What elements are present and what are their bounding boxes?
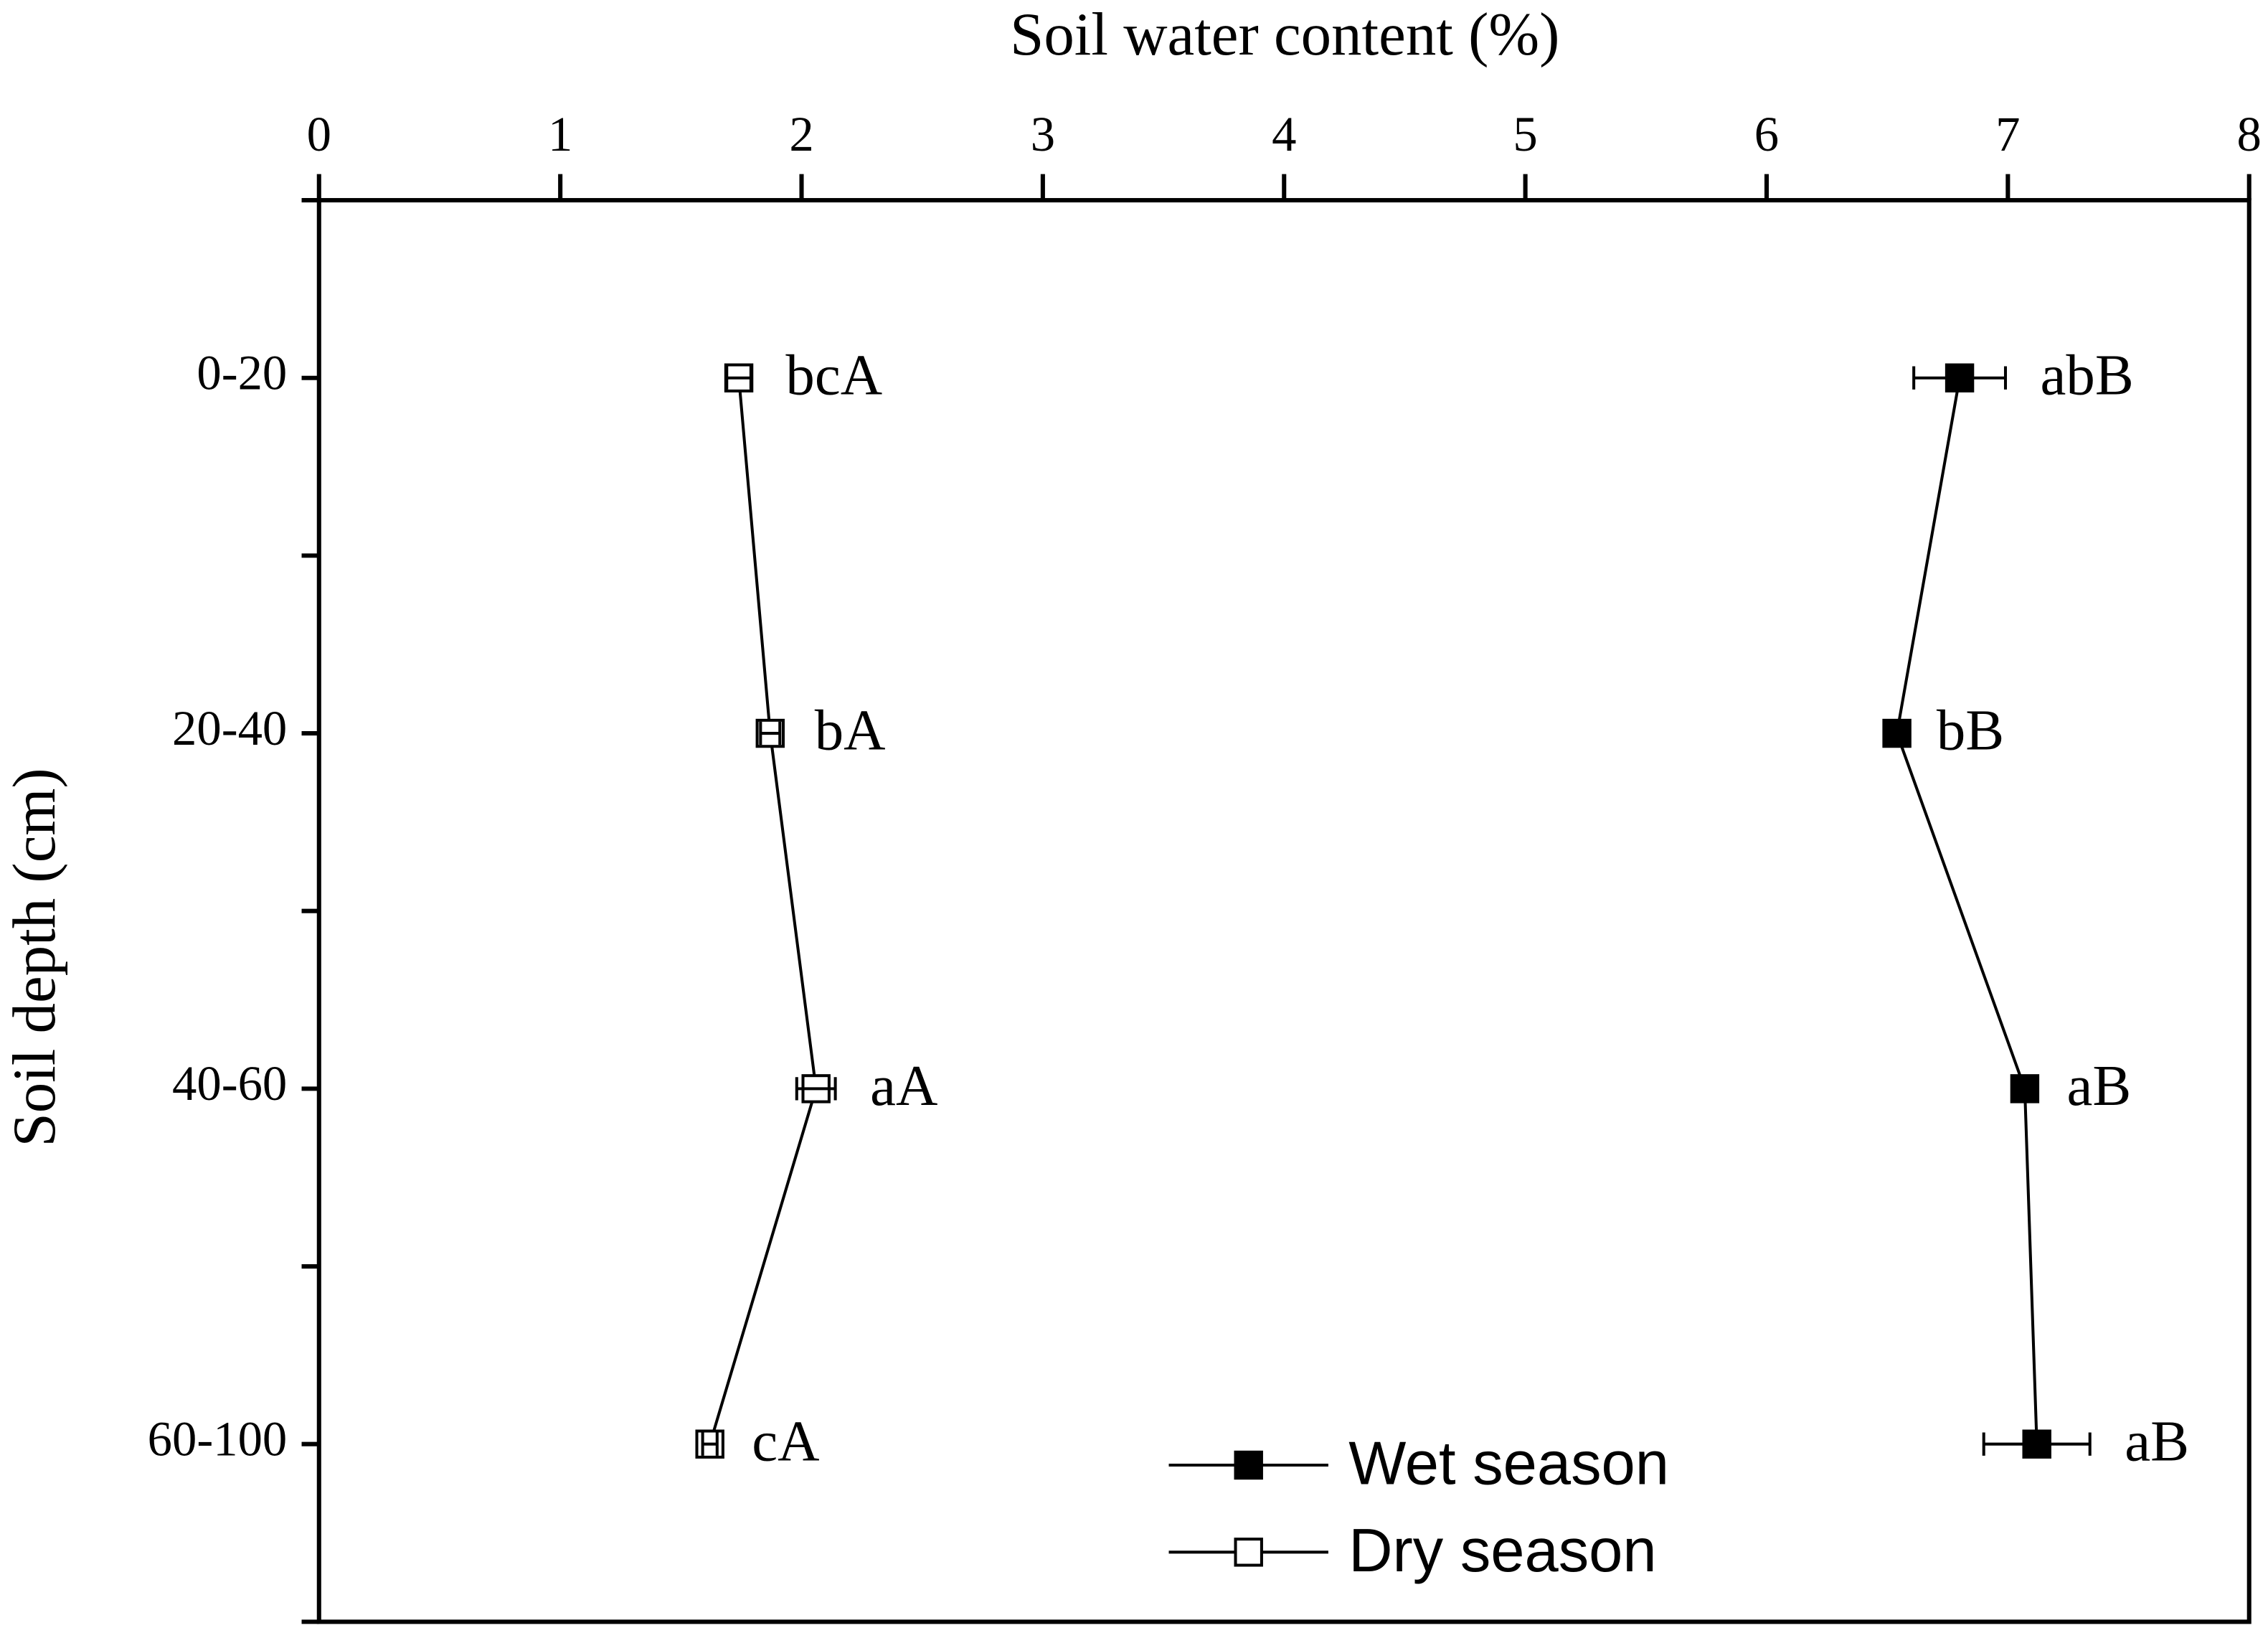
x-tick-label: 3 (1031, 107, 1055, 161)
y-tick-label: 20-40 (172, 701, 287, 756)
error-bar (795, 1077, 837, 1101)
data-point (695, 1429, 724, 1459)
legend-marker (1234, 1450, 1263, 1480)
error-bar (759, 721, 782, 745)
x-tick-label: 0 (307, 107, 331, 161)
x-tick-label: 1 (548, 107, 572, 161)
x-tick-label: 4 (1272, 107, 1296, 161)
point-label: aB (2067, 1054, 2132, 1118)
y-tick-label: 60-100 (148, 1411, 288, 1466)
error-bar (725, 366, 752, 390)
y-tick-label: 0-20 (197, 345, 287, 400)
data-point (2022, 1429, 2051, 1459)
point-label: aB (2125, 1409, 2189, 1473)
legend-label: Wet season (1348, 1429, 1669, 1497)
series-line (1895, 377, 2038, 1444)
y-axis-title: Soil depth (cm) (1, 768, 68, 1147)
point-label: bcA (785, 343, 882, 407)
x-tick-label: 5 (1513, 107, 1537, 161)
data-point (1882, 718, 1912, 748)
y-tick-label: 40-60 (172, 1056, 287, 1111)
legend-marker (1234, 1538, 1263, 1567)
chart-title: Soil water content (%) (1010, 1, 1559, 68)
data-point (1945, 363, 1975, 392)
point-label: cA (752, 1409, 819, 1473)
point-label: bB (1937, 699, 2004, 763)
point-label: abB (2041, 343, 2134, 407)
x-tick-label: 8 (2237, 107, 2262, 161)
x-tick-label: 6 (1754, 107, 1779, 161)
series-line (708, 377, 818, 1445)
point-label: aA (870, 1054, 937, 1118)
x-tick-label: 7 (1995, 107, 2020, 161)
data-point (2010, 1074, 2040, 1103)
x-tick-label: 2 (789, 107, 813, 161)
error-bar (701, 1432, 719, 1456)
point-label: bA (815, 699, 886, 763)
legend-label: Dry season (1348, 1516, 1656, 1584)
